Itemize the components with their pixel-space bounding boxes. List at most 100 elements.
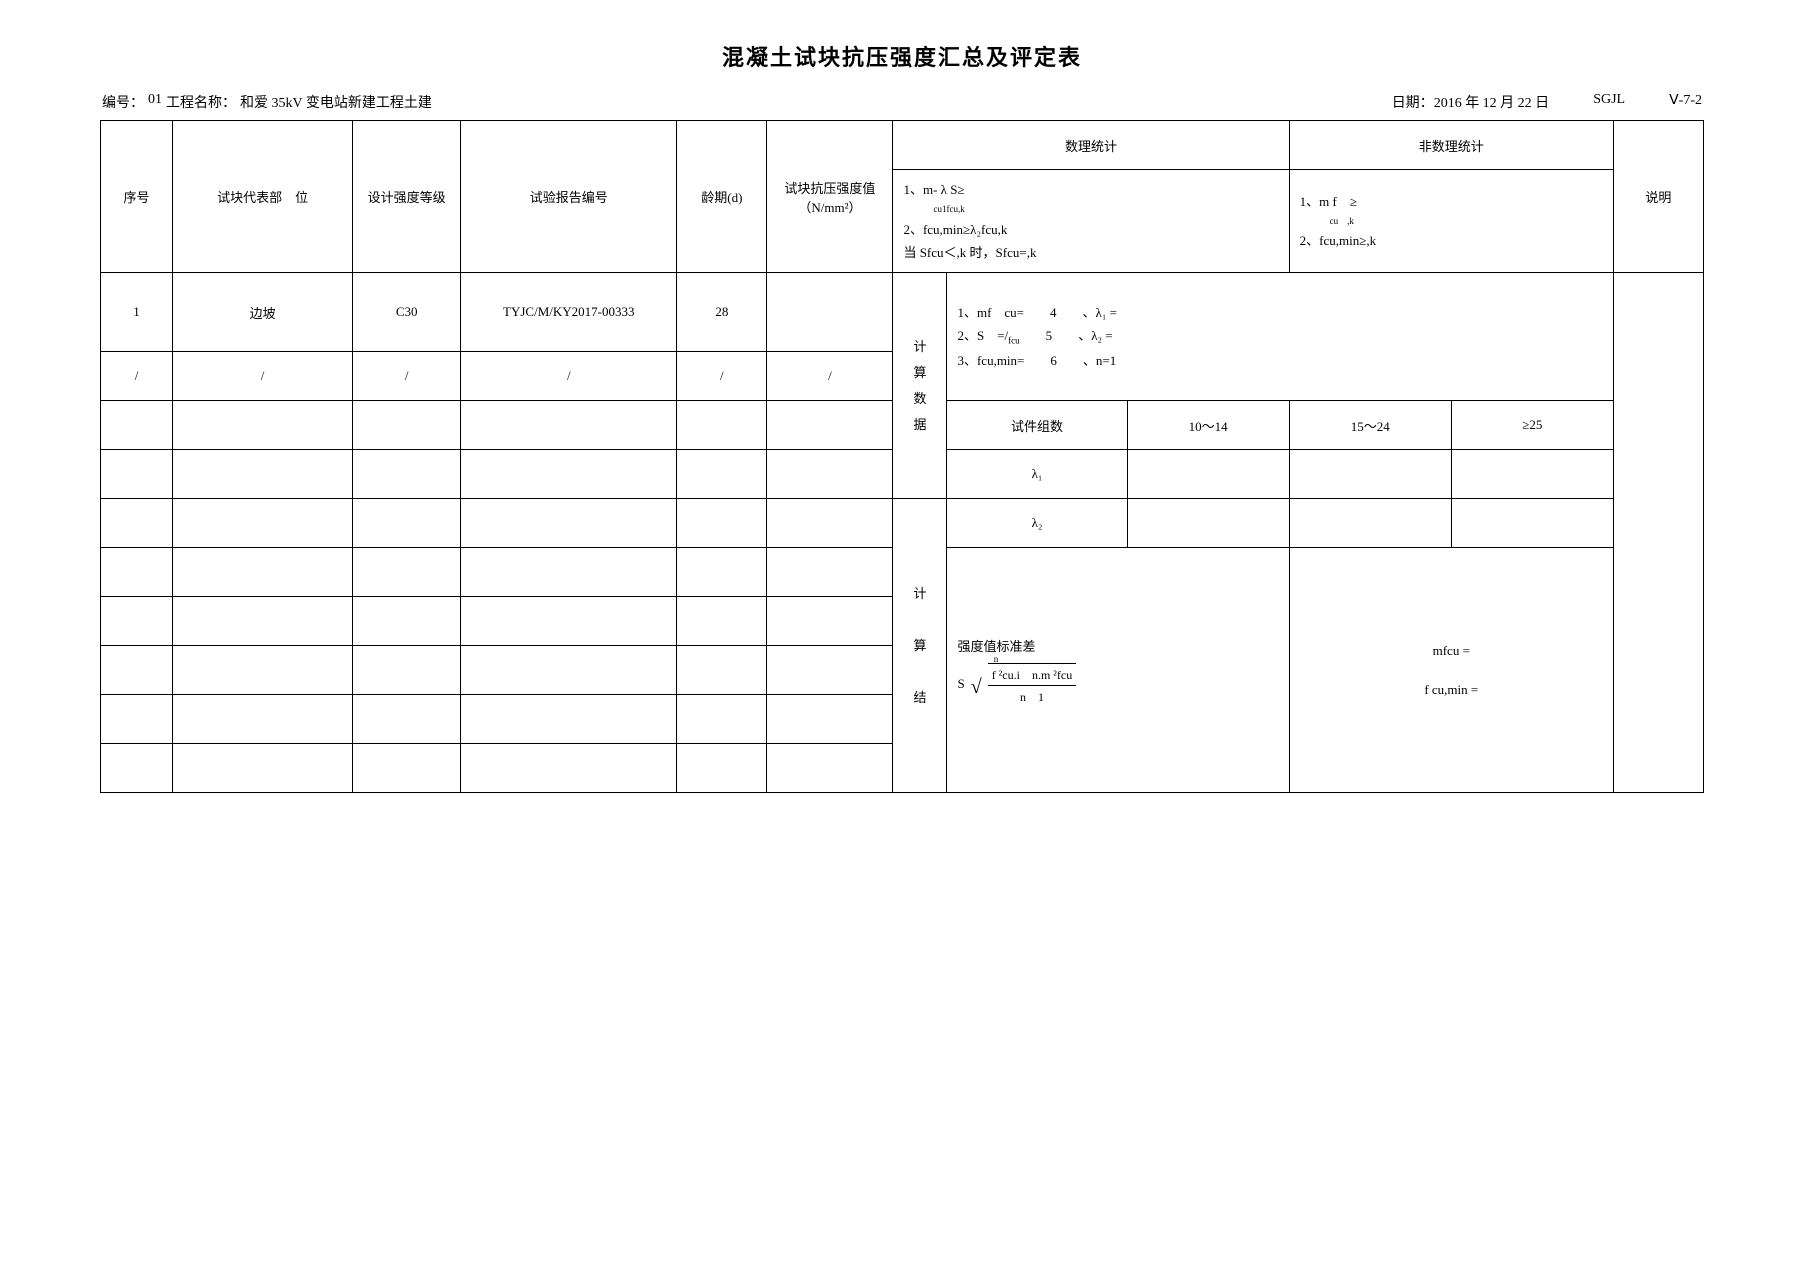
result-cell: mfcu = f cu,min = — [1289, 548, 1613, 793]
cell-part-0: 边坡 — [173, 273, 353, 352]
cell-strength-7 — [767, 646, 893, 695]
hdr-remark: 说明 — [1613, 121, 1703, 273]
cell-seq-1: / — [101, 352, 173, 401]
group-h4: ≥25 — [1451, 401, 1613, 450]
remark-cell — [1613, 273, 1703, 793]
math-formula-cell: 1、m- λ S≥ cu1fcu,k 2、fcu,min≥λ₂fcu,k 当 S… — [893, 170, 1289, 273]
cell-report-9 — [461, 744, 677, 793]
cell-part-1: / — [173, 352, 353, 401]
cell-report-4 — [461, 499, 677, 548]
cell-report-3 — [461, 450, 677, 499]
cell-part-4 — [173, 499, 353, 548]
hdr-age: 龄期(d) — [677, 121, 767, 273]
code2: Ⅴ-7-2 — [1669, 92, 1702, 112]
cell-grade-8 — [353, 695, 461, 744]
cell-seq-8 — [101, 695, 173, 744]
cell-grade-2 — [353, 401, 461, 450]
cell-grade-6 — [353, 597, 461, 646]
cell-age-6 — [677, 597, 767, 646]
group-r2-v2 — [1289, 499, 1451, 548]
cell-strength-5 — [767, 548, 893, 597]
cell-grade-4 — [353, 499, 461, 548]
cell-seq-6 — [101, 597, 173, 646]
meta-row: 编号： 01 工程名称： 和爱 35kV 变电站新建工程土建 日期：2016 年… — [100, 92, 1704, 112]
cell-age-7 — [677, 646, 767, 695]
hdr-strength: 试块抗压强度值（N/mm²） — [767, 121, 893, 273]
cell-grade-9 — [353, 744, 461, 793]
project-label: 工程名称： — [166, 92, 236, 112]
cell-grade-0: C30 — [353, 273, 461, 352]
group-h3: 15～24 — [1289, 401, 1451, 450]
code1: SGJL — [1593, 92, 1625, 112]
cell-report-8 — [461, 695, 677, 744]
cell-age-8 — [677, 695, 767, 744]
hdr-report: 试验报告编号 — [461, 121, 677, 273]
cell-strength-8 — [767, 695, 893, 744]
group-h1: 试件组数 — [947, 401, 1127, 450]
date-value: 2016 年 12 月 22 日 — [1434, 96, 1550, 111]
date-label: 日期： — [1392, 96, 1434, 111]
cell-part-6 — [173, 597, 353, 646]
bianhao-label: 编号： — [102, 92, 144, 112]
cell-strength-6 — [767, 597, 893, 646]
group-r1-v3 — [1451, 450, 1613, 499]
calc2-label-col: 计算结 — [893, 499, 947, 793]
calc-text-cell: 1、mf cu= 4 、λ₁ = 2、S =/fcu 5 、λ₂ = 3、fcu… — [947, 273, 1613, 401]
cell-age-0: 28 — [677, 273, 767, 352]
cell-part-8 — [173, 695, 353, 744]
group-r1-v2 — [1289, 450, 1451, 499]
group-h2: 10～14 — [1127, 401, 1289, 450]
cell-seq-3 — [101, 450, 173, 499]
cell-age-5 — [677, 548, 767, 597]
project-value: 和爱 35kV 变电站新建工程土建 — [240, 92, 432, 112]
cell-seq-0: 1 — [101, 273, 173, 352]
cell-age-9 — [677, 744, 767, 793]
hdr-grade: 设计强度等级 — [353, 121, 461, 273]
cell-part-9 — [173, 744, 353, 793]
hdr-seq: 序号 — [101, 121, 173, 273]
cell-strength-4 — [767, 499, 893, 548]
cell-seq-7 — [101, 646, 173, 695]
cell-grade-5 — [353, 548, 461, 597]
stddev-cell: 强度值标准差 S √ n f ²cu.i n.m ²fcu n 1 — [947, 548, 1289, 793]
cell-strength-2 — [767, 401, 893, 450]
cell-strength-1: / — [767, 352, 893, 401]
cell-grade-7 — [353, 646, 461, 695]
cell-report-2 — [461, 401, 677, 450]
hdr-math-stat: 数理统计 — [893, 121, 1289, 170]
group-r1: λ₁ — [947, 450, 1127, 499]
group-r2: λ₂ — [947, 499, 1127, 548]
cell-part-3 — [173, 450, 353, 499]
cell-seq-4 — [101, 499, 173, 548]
main-table: 序号 试块代表部 位 设计强度等级 试验报告编号 龄期(d) 试块抗压强度值（N… — [100, 120, 1704, 793]
cell-strength-9 — [767, 744, 893, 793]
cell-seq-2 — [101, 401, 173, 450]
hdr-non-math-stat: 非数理统计 — [1289, 121, 1613, 170]
cell-report-7 — [461, 646, 677, 695]
cell-part-7 — [173, 646, 353, 695]
cell-grade-1: / — [353, 352, 461, 401]
cell-seq-9 — [101, 744, 173, 793]
calc-label-col: 计算数据 — [893, 273, 947, 499]
cell-part-5 — [173, 548, 353, 597]
group-r2-v3 — [1451, 499, 1613, 548]
cell-report-5 — [461, 548, 677, 597]
cell-age-1: / — [677, 352, 767, 401]
hdr-part: 试块代表部 位 — [173, 121, 353, 273]
document-title: 混凝土试块抗压强度汇总及评定表 — [100, 40, 1704, 72]
cell-strength-3 — [767, 450, 893, 499]
cell-strength-0 — [767, 273, 893, 352]
cell-report-6 — [461, 597, 677, 646]
cell-age-2 — [677, 401, 767, 450]
group-r1-v1 — [1127, 450, 1289, 499]
cell-age-3 — [677, 450, 767, 499]
cell-age-4 — [677, 499, 767, 548]
cell-part-2 — [173, 401, 353, 450]
cell-report-1: / — [461, 352, 677, 401]
non-math-formula-cell: 1、m f ≥ cu ,k 2、fcu,min≥,k — [1289, 170, 1613, 273]
cell-report-0: TYJC/M/KY2017-00333 — [461, 273, 677, 352]
bianhao-value: 01 — [148, 92, 162, 112]
group-r2-v1 — [1127, 499, 1289, 548]
cell-seq-5 — [101, 548, 173, 597]
cell-grade-3 — [353, 450, 461, 499]
